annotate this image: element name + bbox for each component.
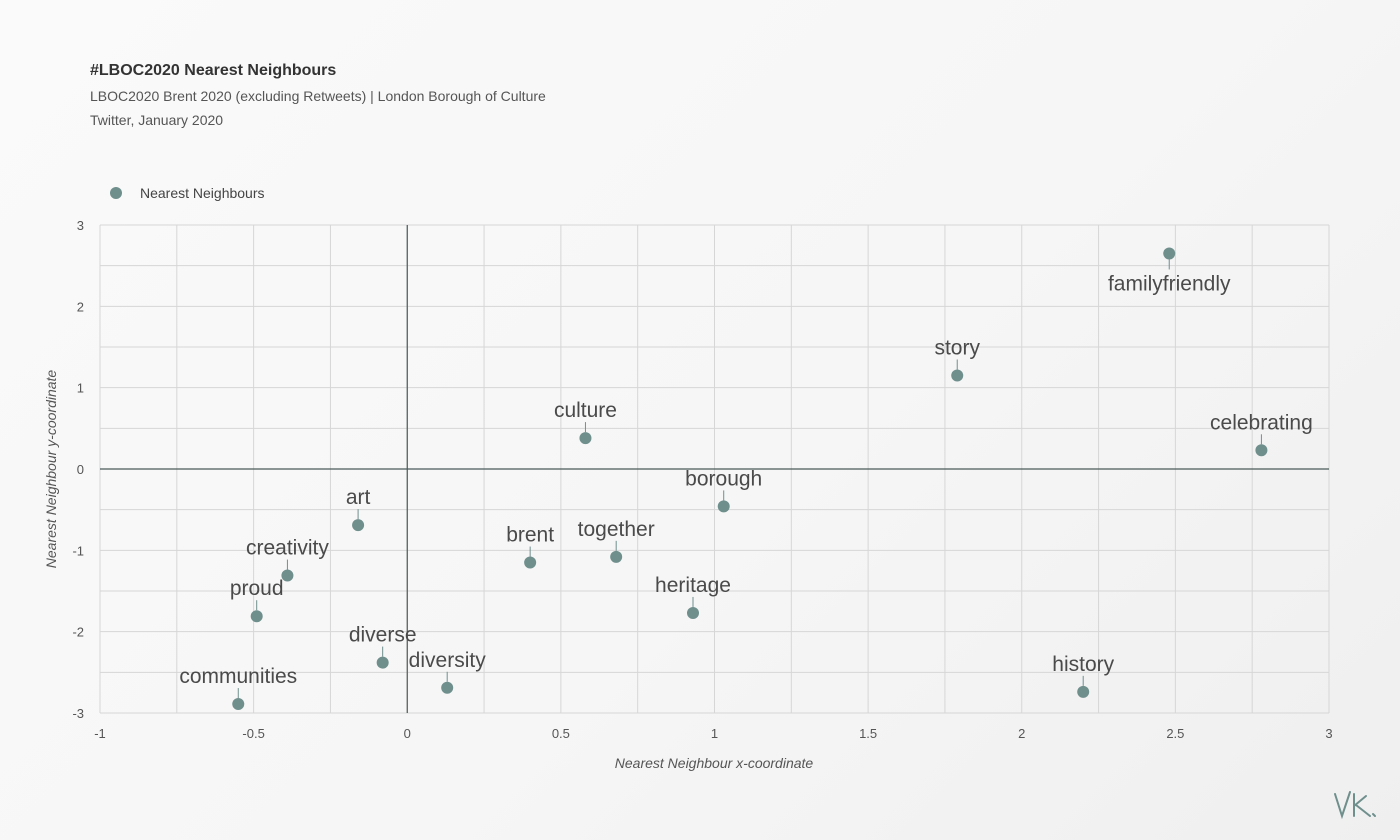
x-tick-label: -1	[94, 726, 106, 741]
data-label: together	[578, 518, 655, 541]
data-point	[1077, 685, 1090, 698]
data-point-group: story	[934, 336, 980, 382]
y-tick-label: 1	[77, 381, 84, 396]
data-point	[376, 656, 389, 669]
x-tick-label: -0.5	[242, 726, 264, 741]
data-point-group: culture	[554, 399, 617, 445]
data-label: heritage	[655, 574, 731, 597]
data-label: art	[346, 486, 371, 509]
axis-layer: -1 -0.5 0 0.5 1 1.5 2 2.5 3 -3 -2 -1 0 1 2 3	[72, 218, 1332, 741]
y-tick-label: -1	[72, 543, 84, 558]
x-tick-label: 1	[711, 726, 718, 741]
y-tick-label: -2	[72, 625, 84, 640]
data-point-group: brent	[506, 524, 554, 569]
chart-subtitle: LBOC2020 Brent 2020 (excluding Retweets)…	[90, 88, 546, 104]
data-label: celebrating	[1210, 411, 1313, 434]
data-point	[579, 432, 592, 445]
data-point-group: heritage	[655, 574, 731, 619]
data-point	[281, 569, 294, 582]
data-label: story	[934, 336, 980, 359]
data-label: culture	[554, 399, 617, 422]
legend-marker	[110, 187, 122, 199]
data-label: communities	[179, 665, 297, 688]
data-label: history	[1052, 653, 1114, 676]
data-point	[524, 556, 537, 569]
data-point-group: proud	[230, 577, 284, 623]
data-point-group: borough	[685, 467, 762, 513]
data-label: creativity	[246, 537, 329, 560]
chart-legend: Nearest Neighbours	[110, 185, 265, 201]
y-tick-label: -3	[72, 706, 84, 721]
chart-header: #LBOC2020 Nearest Neighbours LBOC2020 Br…	[90, 62, 546, 136]
data-point-group: together	[578, 518, 655, 563]
chart-title: #LBOC2020 Nearest Neighbours	[90, 62, 337, 79]
y-tick-label: 3	[77, 218, 84, 233]
data-point	[1163, 247, 1176, 260]
data-label: borough	[685, 467, 762, 490]
x-tick-label: 0	[404, 726, 411, 741]
x-tick-label: 2	[1018, 726, 1025, 741]
y-axis-label: Nearest Neighbour y-coordinate	[43, 370, 59, 569]
chart-source: Twitter, January 2020	[90, 112, 224, 128]
x-tick-label: 3	[1325, 726, 1332, 741]
points-layer: familyfriendly story celebrating culture bor…	[179, 247, 1313, 711]
data-point	[610, 550, 623, 563]
data-point	[686, 606, 699, 619]
data-point	[250, 610, 263, 623]
data-label: familyfriendly	[1108, 272, 1231, 295]
y-tick-label: 0	[77, 462, 84, 477]
data-point	[232, 698, 245, 711]
data-point	[1255, 444, 1268, 457]
data-label: proud	[230, 577, 284, 600]
data-label: diverse	[349, 624, 417, 647]
data-point-group: diverse	[349, 624, 417, 669]
data-label: diversity	[409, 649, 487, 672]
data-point	[717, 500, 730, 513]
data-point	[352, 519, 365, 532]
data-point	[441, 681, 454, 694]
data-point-group: celebrating	[1210, 411, 1313, 457]
data-point-group: history	[1052, 653, 1115, 698]
legend-label: Nearest Neighbours	[140, 185, 265, 201]
data-point-group: diversity	[409, 649, 487, 694]
x-tick-label: 1.5	[859, 726, 877, 741]
data-point	[951, 369, 964, 382]
data-point-group: familyfriendly	[1108, 247, 1231, 295]
signature-logo	[1334, 791, 1376, 820]
y-tick-label: 2	[77, 299, 84, 314]
x-tick-label: 2.5	[1166, 726, 1184, 741]
x-tick-label: 0.5	[552, 726, 570, 741]
data-point-group: communities	[179, 665, 297, 711]
data-label: brent	[506, 524, 554, 547]
x-axis-label: Nearest Neighbour x-coordinate	[615, 755, 814, 771]
data-point-group: art	[346, 486, 371, 532]
data-point-group: creativity	[246, 537, 329, 582]
